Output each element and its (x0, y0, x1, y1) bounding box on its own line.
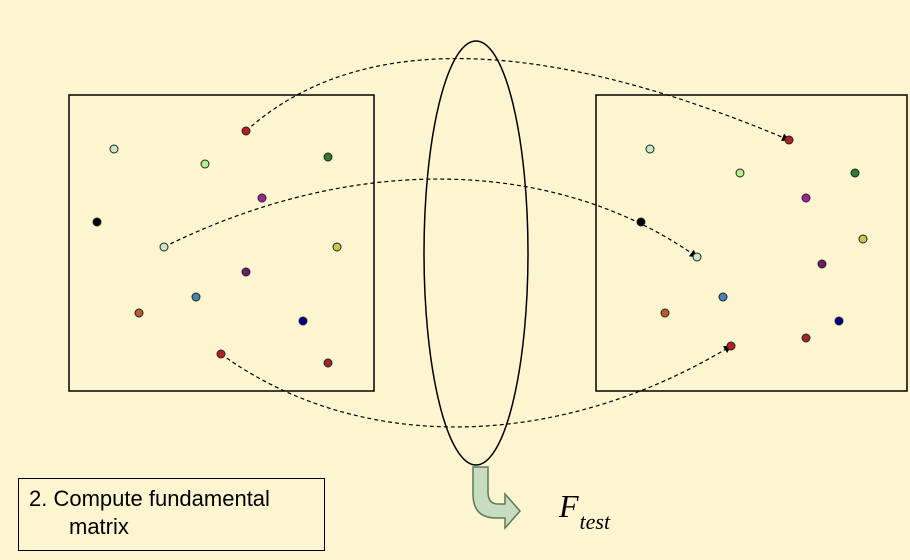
correspondence-arrow-middle (163, 178, 698, 258)
step-label-box: 2. Compute fundamental matrix (18, 478, 325, 551)
left-image-point (191, 292, 201, 302)
right-image-point (726, 341, 736, 351)
right-image-point (735, 168, 745, 178)
left-image-point (241, 126, 251, 136)
left-image-point (332, 242, 342, 252)
right-image-points (636, 135, 868, 351)
left-image-point (216, 349, 226, 359)
left-image-point (298, 316, 308, 326)
left-image-point (323, 358, 333, 368)
right-image-point (645, 144, 655, 154)
left-image-points (92, 126, 342, 368)
left-image-point (92, 217, 102, 227)
fundamental-matrix-label: Ftest (559, 488, 610, 534)
left-image-point (109, 144, 119, 154)
right-image-point (801, 193, 811, 203)
right-image-point (718, 292, 728, 302)
step-label-line1: 2. Compute fundamental (29, 486, 270, 511)
right-image-point (636, 217, 646, 227)
left-image-point (159, 242, 169, 252)
left-image-point (323, 152, 333, 162)
right-image-point (850, 168, 860, 178)
fundamental-matrix-symbol: F (559, 488, 579, 524)
fundamental-matrix-subscript: test (579, 509, 611, 534)
right-image-point (801, 333, 811, 343)
step-label-line2: matrix (69, 514, 129, 539)
right-image-frame (595, 94, 908, 392)
right-image-point (817, 259, 827, 269)
output-arrow-icon (472, 466, 522, 530)
right-image-point (660, 308, 670, 318)
right-image-point (692, 252, 702, 262)
left-image-point (200, 159, 210, 169)
correspondence-arrow-bottom (220, 345, 732, 428)
sample-selection-ellipse (423, 40, 529, 466)
left-image-point (134, 308, 144, 318)
right-image-point (834, 316, 844, 326)
right-image-point (784, 135, 794, 145)
left-image-point (241, 267, 251, 277)
right-image-point (858, 234, 868, 244)
left-image-frame (68, 94, 375, 392)
left-image-point (257, 193, 267, 203)
correspondence-arrow-top (245, 57, 790, 141)
